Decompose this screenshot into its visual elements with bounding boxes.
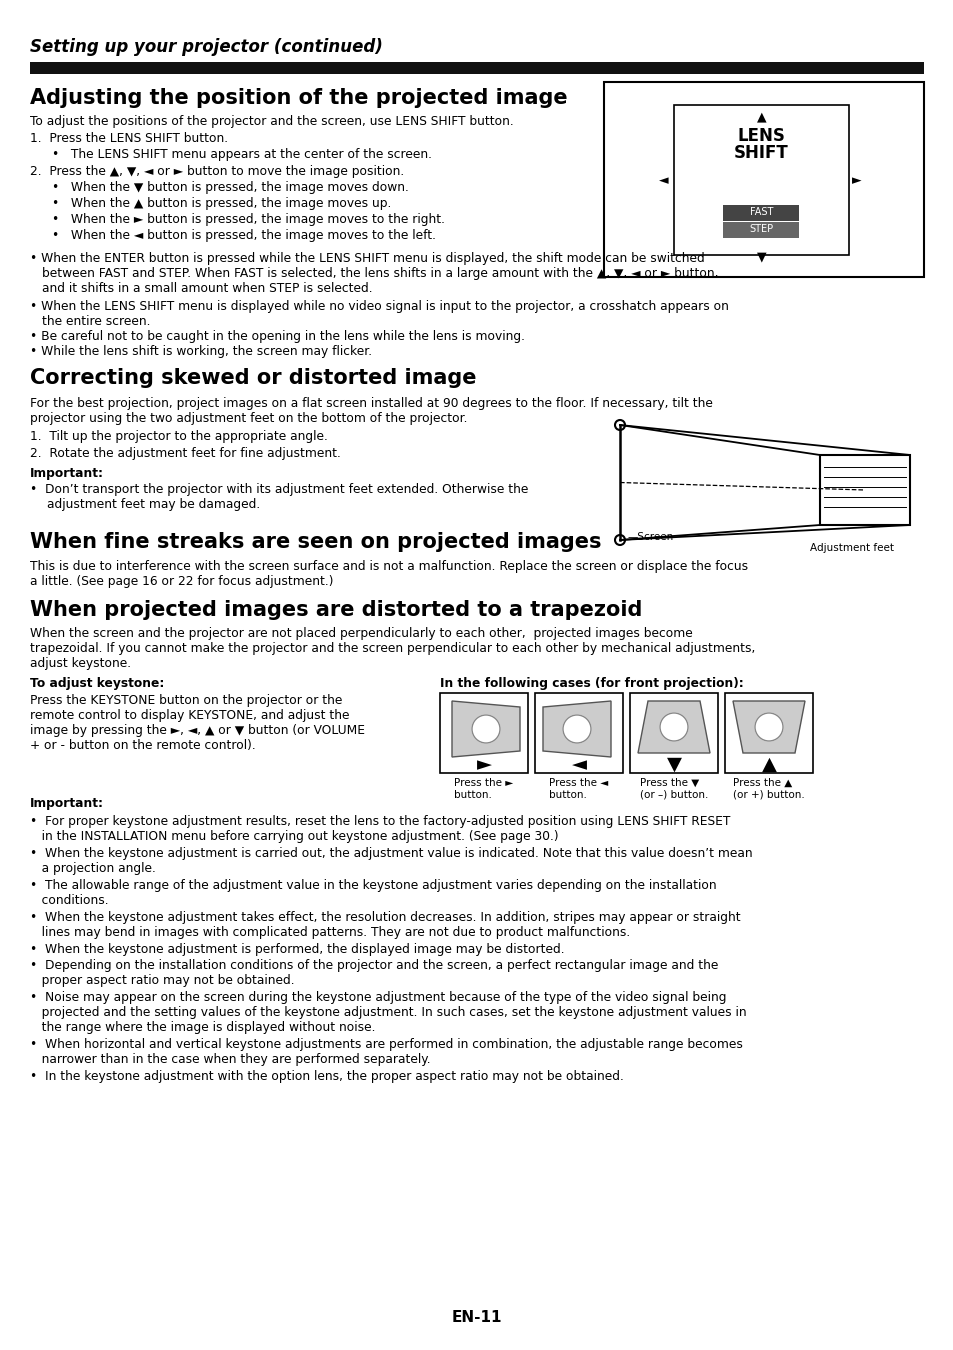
Text: ▲: ▲ bbox=[756, 109, 765, 123]
Text: in the INSTALLATION menu before carrying out keystone adjustment. (See page 30.): in the INSTALLATION menu before carrying… bbox=[30, 830, 558, 842]
Bar bbox=[30, 62, 923, 74]
Text: Important:: Important: bbox=[30, 796, 104, 810]
Text: •  Noise may appear on the screen during the keystone adjustment because of the : • Noise may appear on the screen during … bbox=[30, 991, 726, 1004]
Text: the range where the image is displayed without noise.: the range where the image is displayed w… bbox=[30, 1021, 375, 1034]
Text: When the screen and the projector are not placed perpendicularly to each other, : When the screen and the projector are no… bbox=[30, 626, 692, 640]
Text: ▼: ▼ bbox=[756, 250, 765, 263]
Text: Adjustment feet: Adjustment feet bbox=[809, 543, 893, 554]
Text: ◄: ◄ bbox=[659, 174, 668, 188]
Text: 1.  Tilt up the projector to the appropriate angle.: 1. Tilt up the projector to the appropri… bbox=[30, 431, 328, 443]
Polygon shape bbox=[452, 701, 519, 757]
Text: FAST: FAST bbox=[749, 207, 772, 217]
Text: and it shifts in a small amount when STEP is selected.: and it shifts in a small amount when STE… bbox=[42, 282, 373, 296]
Text: image by pressing the ►, ◄, ▲ or ▼ button (or VOLUME: image by pressing the ►, ◄, ▲ or ▼ butto… bbox=[30, 724, 365, 737]
Text: Press the KEYSTONE button on the projector or the: Press the KEYSTONE button on the project… bbox=[30, 694, 342, 707]
Text: Press the ▲
(or +) button.: Press the ▲ (or +) button. bbox=[732, 778, 804, 799]
Text: •  When the keystone adjustment takes effect, the resolution decreases. In addit: • When the keystone adjustment takes eff… bbox=[30, 911, 740, 923]
Text: a little. (See page 16 or 22 for focus adjustment.): a little. (See page 16 or 22 for focus a… bbox=[30, 575, 334, 589]
Text: the entire screen.: the entire screen. bbox=[42, 315, 151, 328]
Text: SHIFT: SHIFT bbox=[734, 144, 788, 162]
Text: When fine streaks are seen on projected images: When fine streaks are seen on projected … bbox=[30, 532, 601, 552]
Circle shape bbox=[659, 713, 687, 741]
Text: To adjust the positions of the projector and the screen, use LENS SHIFT button.: To adjust the positions of the projector… bbox=[30, 115, 514, 128]
Text: •  In the keystone adjustment with the option lens, the proper aspect ratio may : • In the keystone adjustment with the op… bbox=[30, 1071, 623, 1083]
Polygon shape bbox=[638, 701, 709, 753]
Text: • While the lens shift is working, the screen may flicker.: • While the lens shift is working, the s… bbox=[30, 346, 372, 358]
Text: • When the ENTER button is pressed while the LENS SHIFT menu is displayed, the s: • When the ENTER button is pressed while… bbox=[30, 252, 704, 265]
Text: ▼: ▼ bbox=[666, 755, 680, 774]
Text: •   When the ▼ button is pressed, the image moves down.: • When the ▼ button is pressed, the imag… bbox=[52, 181, 409, 194]
Text: adjust keystone.: adjust keystone. bbox=[30, 657, 131, 670]
Text: ►: ► bbox=[476, 755, 491, 774]
Bar bbox=[722, 205, 799, 221]
Text: projected and the setting values of the keystone adjustment. In such cases, set : projected and the setting values of the … bbox=[30, 1006, 746, 1019]
Polygon shape bbox=[732, 701, 804, 753]
Text: •  When horizontal and vertical keystone adjustments are performed in combinatio: • When horizontal and vertical keystone … bbox=[30, 1038, 742, 1052]
Text: STEP: STEP bbox=[749, 224, 773, 234]
Circle shape bbox=[754, 713, 782, 741]
Bar bbox=[439, 693, 527, 774]
Circle shape bbox=[562, 716, 590, 742]
Text: EN-11: EN-11 bbox=[452, 1310, 501, 1324]
Text: + or - button on the remote control).: + or - button on the remote control). bbox=[30, 738, 255, 752]
Text: •   The LENS SHIFT menu appears at the center of the screen.: • The LENS SHIFT menu appears at the cen… bbox=[52, 148, 432, 161]
Polygon shape bbox=[542, 701, 610, 757]
Text: Press the ◄
button.: Press the ◄ button. bbox=[549, 778, 608, 799]
Text: proper aspect ratio may not be obtained.: proper aspect ratio may not be obtained. bbox=[30, 973, 294, 987]
Text: 1.  Press the LENS SHIFT button.: 1. Press the LENS SHIFT button. bbox=[30, 132, 228, 144]
Text: projector using the two adjustment feet on the bottom of the projector.: projector using the two adjustment feet … bbox=[30, 412, 467, 425]
Text: When projected images are distorted to a trapezoid: When projected images are distorted to a… bbox=[30, 599, 641, 620]
Bar bbox=[603, 82, 923, 277]
Text: For the best projection, project images on a flat screen installed at 90 degrees: For the best projection, project images … bbox=[30, 397, 712, 410]
Text: 2.  Press the ▲, ▼, ◄ or ► button to move the image position.: 2. Press the ▲, ▼, ◄ or ► button to move… bbox=[30, 165, 404, 178]
Text: Adjusting the position of the projected image: Adjusting the position of the projected … bbox=[30, 88, 567, 108]
Text: lines may bend in images with complicated patterns. They are not due to product : lines may bend in images with complicate… bbox=[30, 926, 630, 940]
Text: Important:: Important: bbox=[30, 467, 104, 481]
Text: adjustment feet may be damaged.: adjustment feet may be damaged. bbox=[47, 498, 260, 512]
Text: In the following cases (for front projection):: In the following cases (for front projec… bbox=[439, 676, 743, 690]
Bar bbox=[820, 455, 909, 525]
Text: a projection angle.: a projection angle. bbox=[30, 863, 155, 875]
Circle shape bbox=[472, 716, 499, 742]
Text: •  For proper keystone adjustment results, reset the lens to the factory-adjuste: • For proper keystone adjustment results… bbox=[30, 815, 730, 828]
Text: •  The allowable range of the adjustment value in the keystone adjustment varies: • The allowable range of the adjustment … bbox=[30, 879, 716, 892]
Text: To adjust keystone:: To adjust keystone: bbox=[30, 676, 164, 690]
Bar bbox=[673, 105, 848, 255]
Bar bbox=[629, 693, 718, 774]
Text: •  When the keystone adjustment is performed, the displayed image may be distort: • When the keystone adjustment is perfor… bbox=[30, 944, 564, 956]
Text: trapezoidal. If you cannot make the projector and the screen perpendicular to ea: trapezoidal. If you cannot make the proj… bbox=[30, 643, 755, 655]
Text: between FAST and STEP. When FAST is selected, the lens shifts in a large amount : between FAST and STEP. When FAST is sele… bbox=[42, 267, 718, 279]
Text: •   When the ◄ button is pressed, the image moves to the left.: • When the ◄ button is pressed, the imag… bbox=[52, 230, 436, 242]
Text: —Screen: —Screen bbox=[627, 532, 674, 541]
Text: LENS: LENS bbox=[737, 127, 784, 144]
Text: • When the LENS SHIFT menu is displayed while no video signal is input to the pr: • When the LENS SHIFT menu is displayed … bbox=[30, 300, 728, 313]
Text: Correcting skewed or distorted image: Correcting skewed or distorted image bbox=[30, 369, 476, 387]
Text: •  Depending on the installation conditions of the projector and the screen, a p: • Depending on the installation conditio… bbox=[30, 958, 718, 972]
Text: •  Don’t transport the projector with its adjustment feet extended. Otherwise th: • Don’t transport the projector with its… bbox=[30, 483, 528, 495]
Text: ◄: ◄ bbox=[571, 755, 586, 774]
Text: conditions.: conditions. bbox=[30, 894, 109, 907]
Text: •   When the ► button is pressed, the image moves to the right.: • When the ► button is pressed, the imag… bbox=[52, 213, 444, 225]
Bar bbox=[724, 693, 812, 774]
Text: Press the ▼
(or –) button.: Press the ▼ (or –) button. bbox=[639, 778, 707, 799]
Text: •   When the ▲ button is pressed, the image moves up.: • When the ▲ button is pressed, the imag… bbox=[52, 197, 391, 211]
Bar bbox=[722, 221, 799, 238]
Text: 2.  Rotate the adjustment feet for fine adjustment.: 2. Rotate the adjustment feet for fine a… bbox=[30, 447, 340, 460]
Text: • Be careful not to be caught in the opening in the lens while the lens is movin: • Be careful not to be caught in the ope… bbox=[30, 329, 524, 343]
Text: This is due to interference with the screen surface and is not a malfunction. Re: This is due to interference with the scr… bbox=[30, 560, 747, 572]
Text: •  When the keystone adjustment is carried out, the adjustment value is indicate: • When the keystone adjustment is carrie… bbox=[30, 846, 752, 860]
Bar bbox=[535, 693, 622, 774]
Text: remote control to display KEYSTONE, and adjust the: remote control to display KEYSTONE, and … bbox=[30, 709, 349, 722]
Text: ▲: ▲ bbox=[760, 755, 776, 774]
Text: ►: ► bbox=[851, 174, 861, 188]
Text: Press the ►
button.: Press the ► button. bbox=[454, 778, 513, 799]
Text: narrower than in the case when they are performed separately.: narrower than in the case when they are … bbox=[30, 1053, 430, 1066]
Text: Setting up your projector (continued): Setting up your projector (continued) bbox=[30, 38, 382, 55]
